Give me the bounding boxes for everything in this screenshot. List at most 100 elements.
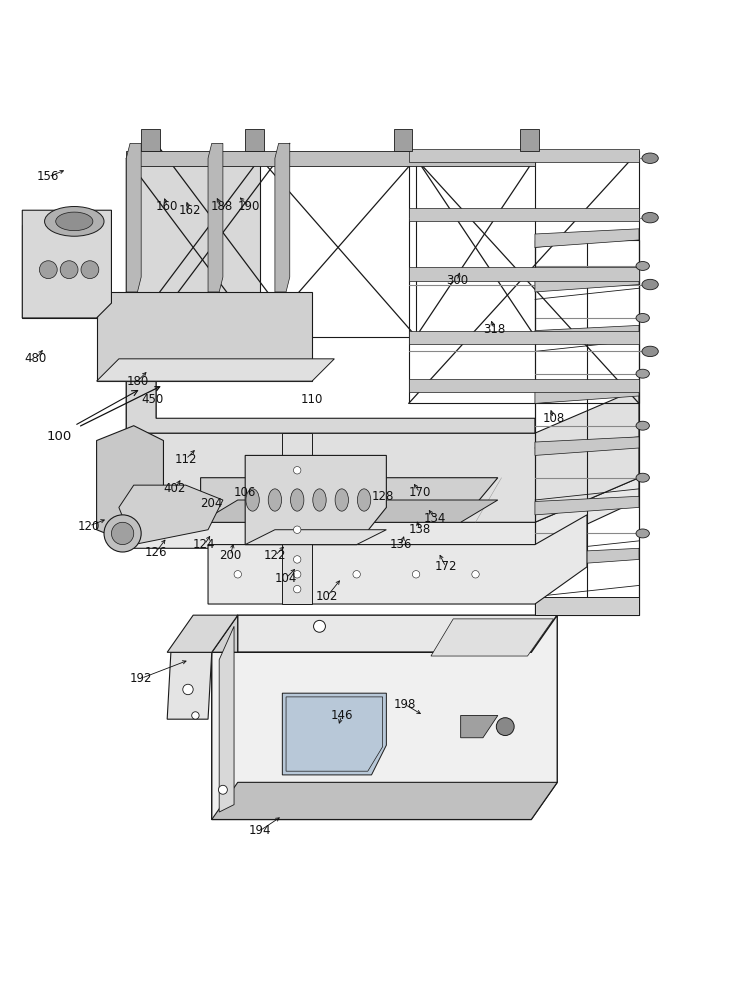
Polygon shape: [409, 379, 639, 392]
Polygon shape: [126, 322, 535, 433]
Circle shape: [192, 712, 199, 719]
Ellipse shape: [291, 489, 304, 511]
Polygon shape: [535, 229, 639, 247]
Circle shape: [472, 571, 479, 578]
Polygon shape: [535, 496, 639, 515]
Circle shape: [218, 785, 227, 794]
Text: 402: 402: [163, 482, 186, 495]
Text: 124: 124: [193, 538, 215, 551]
Polygon shape: [201, 500, 498, 522]
Circle shape: [234, 571, 241, 578]
Polygon shape: [126, 322, 156, 548]
Text: 180: 180: [126, 375, 149, 388]
Text: 480: 480: [25, 352, 47, 365]
Text: 100: 100: [47, 430, 72, 443]
Text: 194: 194: [249, 824, 271, 837]
Text: 170: 170: [409, 486, 431, 499]
Polygon shape: [409, 267, 639, 281]
Polygon shape: [282, 693, 386, 775]
Polygon shape: [212, 615, 557, 819]
Polygon shape: [167, 652, 212, 719]
Polygon shape: [126, 151, 535, 166]
Ellipse shape: [56, 212, 93, 231]
Circle shape: [353, 571, 360, 578]
Polygon shape: [22, 225, 97, 318]
Ellipse shape: [642, 153, 658, 163]
Polygon shape: [126, 478, 639, 548]
Polygon shape: [409, 149, 639, 162]
Text: 192: 192: [130, 672, 152, 685]
Circle shape: [104, 515, 141, 552]
Ellipse shape: [335, 489, 348, 511]
Polygon shape: [409, 331, 639, 344]
Polygon shape: [212, 615, 557, 652]
Text: 112: 112: [175, 453, 197, 466]
Text: 120: 120: [78, 520, 100, 533]
Circle shape: [412, 571, 420, 578]
Ellipse shape: [642, 212, 658, 223]
Polygon shape: [141, 129, 160, 151]
Text: 200: 200: [219, 549, 241, 562]
Text: 450: 450: [141, 393, 163, 406]
Text: 108: 108: [542, 412, 565, 425]
Circle shape: [293, 496, 301, 504]
Polygon shape: [97, 359, 334, 381]
Circle shape: [293, 526, 301, 533]
Text: 162: 162: [178, 204, 201, 217]
Text: 122: 122: [264, 549, 286, 562]
Polygon shape: [212, 615, 238, 819]
Ellipse shape: [636, 473, 649, 482]
Text: 134: 134: [424, 512, 446, 525]
Polygon shape: [245, 455, 386, 545]
Text: 156: 156: [37, 170, 59, 183]
Polygon shape: [535, 437, 639, 455]
Polygon shape: [212, 782, 557, 819]
Polygon shape: [208, 143, 223, 292]
Polygon shape: [97, 292, 312, 381]
Polygon shape: [126, 143, 156, 337]
Polygon shape: [535, 273, 639, 292]
Text: 136: 136: [390, 538, 412, 551]
Polygon shape: [126, 389, 639, 522]
Ellipse shape: [642, 346, 658, 357]
Polygon shape: [520, 129, 539, 151]
Polygon shape: [394, 129, 412, 151]
Text: 128: 128: [372, 490, 394, 503]
Text: 318: 318: [483, 323, 505, 336]
Ellipse shape: [636, 421, 649, 430]
Polygon shape: [431, 619, 554, 656]
Polygon shape: [167, 615, 238, 652]
Text: 160: 160: [156, 200, 178, 213]
Text: 102: 102: [316, 590, 338, 603]
Polygon shape: [535, 548, 639, 567]
Polygon shape: [282, 433, 312, 604]
Circle shape: [60, 261, 78, 279]
Ellipse shape: [246, 489, 259, 511]
Text: 198: 198: [394, 698, 416, 711]
Polygon shape: [409, 208, 639, 221]
Text: 188: 188: [210, 200, 233, 213]
Polygon shape: [219, 626, 234, 812]
Text: 110: 110: [301, 393, 323, 406]
Ellipse shape: [45, 207, 104, 236]
Circle shape: [111, 522, 134, 545]
Polygon shape: [201, 478, 498, 522]
Text: 300: 300: [446, 274, 468, 287]
Polygon shape: [245, 530, 386, 545]
Ellipse shape: [636, 529, 649, 538]
Ellipse shape: [357, 489, 371, 511]
Ellipse shape: [642, 279, 658, 290]
Text: 138: 138: [409, 523, 431, 536]
Circle shape: [183, 684, 193, 695]
Text: 204: 204: [201, 497, 223, 510]
Polygon shape: [461, 715, 498, 738]
Circle shape: [293, 585, 301, 593]
Circle shape: [39, 261, 57, 279]
Text: 146: 146: [331, 709, 353, 722]
Ellipse shape: [636, 369, 649, 378]
Polygon shape: [22, 210, 111, 318]
Text: 126: 126: [145, 546, 167, 559]
Polygon shape: [126, 158, 260, 337]
Text: 106: 106: [234, 486, 256, 499]
Text: 172: 172: [435, 560, 457, 573]
